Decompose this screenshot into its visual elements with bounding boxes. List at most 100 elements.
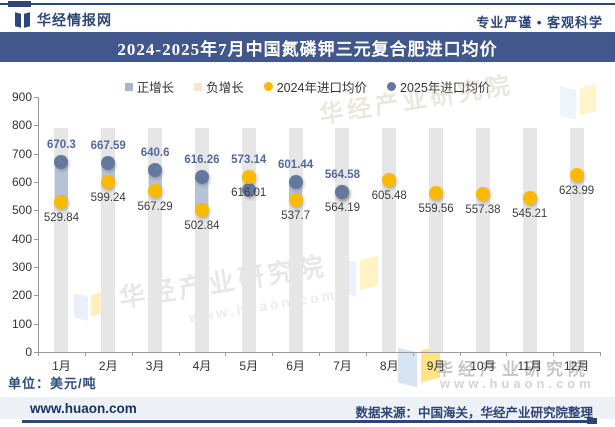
value-label-2024: 537.7 xyxy=(281,209,310,222)
y-axis-line xyxy=(38,97,39,352)
x-axis-tick xyxy=(506,352,508,356)
y-axis-tick xyxy=(34,267,38,268)
x-axis-month-label: 8月 xyxy=(379,359,399,373)
dot-2025 xyxy=(101,155,116,170)
legend-label: 2024年进口均价 xyxy=(276,81,368,95)
chart-legend: 正增长 负增长 2024年进口均价 2025年进口均价 xyxy=(0,77,615,96)
x-axis-month-label: 5月 xyxy=(239,359,259,373)
dot-2024 xyxy=(475,187,490,202)
value-label-2025: 616.26 xyxy=(184,154,220,167)
y-axis-tick-label: 300 xyxy=(11,260,32,274)
y-axis-tick-label: 200 xyxy=(11,288,32,303)
value-label-2024: 529.84 xyxy=(43,211,79,224)
dot-2024 xyxy=(241,170,256,185)
legend-item: 2025年进口均价 xyxy=(387,77,490,96)
legend-item: 正增长 xyxy=(124,77,175,96)
y-axis-tick-label: 600 xyxy=(11,175,32,189)
brand-name: 华经情报网 xyxy=(37,12,112,28)
value-label-2024: 557.38 xyxy=(465,204,501,217)
x-axis-tick xyxy=(600,352,601,356)
legend-marker-icon xyxy=(194,82,203,91)
background-column xyxy=(148,128,163,352)
growth-band-positive xyxy=(54,162,68,202)
x-axis-month-label: 11月 xyxy=(517,359,542,373)
value-label-2025: 601.44 xyxy=(277,158,314,171)
x-axis-tick xyxy=(225,352,227,356)
dot-2025 xyxy=(194,170,209,185)
value-label-2024: 564.19 xyxy=(324,202,360,215)
y-axis-tick xyxy=(34,210,38,212)
dot-2025 xyxy=(148,163,163,178)
background-column xyxy=(475,128,490,352)
legend-label: 负增长 xyxy=(206,81,244,95)
dot-2024 xyxy=(522,190,537,205)
background-column xyxy=(382,128,397,352)
y-axis-tick xyxy=(34,125,38,127)
legend-label: 正增长 xyxy=(136,81,175,95)
value-label-2024: 623.99 xyxy=(558,185,595,198)
x-axis-month-label: 12月 xyxy=(563,359,590,373)
x-axis-tick xyxy=(178,352,180,356)
x-axis-tick xyxy=(131,352,133,356)
value-label-2024: 559.56 xyxy=(418,203,454,216)
y-axis-tick-label: 100 xyxy=(11,316,32,331)
x-axis-tick xyxy=(412,352,414,356)
site-link[interactable]: www.huaon.com xyxy=(30,401,137,416)
footer-bar xyxy=(0,397,615,419)
y-axis-tick xyxy=(34,182,38,183)
x-axis-tick xyxy=(38,352,39,356)
x-axis-tick xyxy=(272,352,274,356)
x-axis-tick xyxy=(553,352,555,356)
top-border xyxy=(0,3,615,5)
y-axis-tick xyxy=(34,352,38,353)
value-label-2024: 599.24 xyxy=(90,192,126,205)
dot-2025 xyxy=(54,155,69,170)
y-axis-tick-label: 0 xyxy=(25,345,32,359)
value-label-2025: 573.14 xyxy=(231,154,267,167)
background-column xyxy=(522,128,537,352)
value-label-2024: 502.84 xyxy=(184,219,220,232)
dot-2025 xyxy=(288,174,303,189)
y-axis-tick xyxy=(34,238,38,240)
y-axis-tick xyxy=(34,153,38,155)
value-label-2025: 670.3 xyxy=(47,139,76,152)
legend-item: 2024年进口均价 xyxy=(263,77,368,96)
y-axis-tick-label: 400 xyxy=(11,231,32,246)
data-source-note: 数据来源：中国海关，华经产业研究院整理 xyxy=(355,406,593,420)
page-title: 2024-2025年7月中国氮磷钾三元复合肥进口均价 xyxy=(117,39,498,59)
dot-2024 xyxy=(569,168,584,183)
x-axis-tick xyxy=(84,352,86,356)
growth-band-positive xyxy=(195,177,209,210)
bottom-border-cap xyxy=(587,418,597,424)
y-axis-tick-label: 800 xyxy=(11,118,32,133)
dot-2025 xyxy=(335,185,350,200)
value-label-2024: 567.29 xyxy=(137,201,173,214)
y-axis-tick-label: 700 xyxy=(11,146,32,161)
header: 华经情报网 专业严谨 • 客观科学 xyxy=(0,6,615,32)
value-label-2025: 564.58 xyxy=(324,169,360,182)
value-label-2024: 545.21 xyxy=(512,207,548,220)
background-column xyxy=(429,128,444,352)
brand: 华经情报网 xyxy=(14,10,112,30)
legend-label: 2025年进口均价 xyxy=(400,81,491,95)
value-label-2024: 605.48 xyxy=(371,190,407,203)
value-label-2025: 640.6 xyxy=(140,147,170,160)
y-axis-tick xyxy=(34,323,38,325)
dot-2024 xyxy=(382,173,397,188)
dot-2024 xyxy=(101,175,116,190)
y-axis-tick xyxy=(34,295,38,297)
dot-2024 xyxy=(429,186,444,201)
background-column xyxy=(569,128,584,352)
header-slogan: 专业严谨 • 客观科学 xyxy=(476,15,603,30)
x-axis-month-label: 1月 xyxy=(52,359,71,373)
top-border-tab xyxy=(8,1,31,7)
y-axis-tick-label: 500 xyxy=(11,203,32,218)
background-column xyxy=(335,128,350,352)
x-axis-month-label: 4月 xyxy=(192,359,212,373)
x-axis-month-label: 7月 xyxy=(333,359,352,373)
x-axis-month-label: 2月 xyxy=(98,359,118,373)
legend-marker-icon xyxy=(387,82,397,91)
x-axis-tick xyxy=(365,352,367,356)
unit-label: 单位：美元/吨 xyxy=(8,376,97,391)
